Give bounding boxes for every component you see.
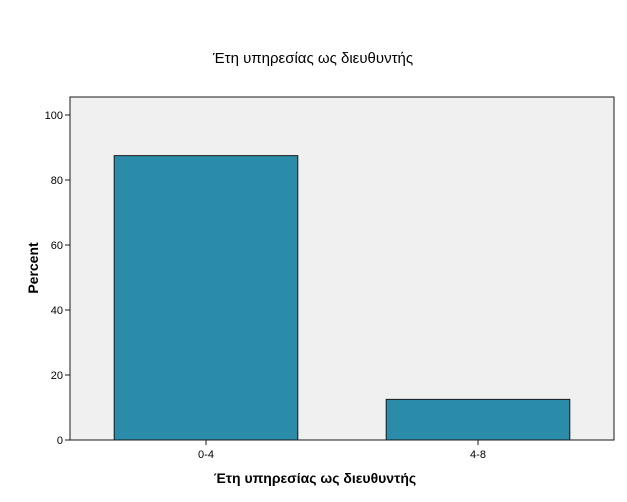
x-axis: 0-4 4-8 — [198, 440, 486, 461]
y-axis-title: Percent — [25, 242, 41, 294]
bar-0-4 — [113, 155, 299, 441]
bar-4-8 — [385, 398, 571, 441]
x-axis-title: Έτη υπηρεσίας ως διευθυντής — [214, 470, 416, 486]
y-tick-label: 60 — [51, 240, 63, 252]
y-axis: 0 20 40 60 80 100 — [45, 110, 70, 447]
x-tick-label: 0-4 — [198, 449, 214, 461]
y-tick-label: 20 — [51, 370, 63, 382]
chart-title: Έτη υπηρεσίας ως διευθυντής — [212, 50, 413, 67]
y-tick-label: 100 — [45, 110, 63, 122]
x-tick-label: 4-8 — [470, 449, 486, 461]
y-tick-label: 0 — [57, 435, 63, 447]
y-tick-label: 80 — [51, 175, 63, 187]
y-tick-label: 40 — [51, 305, 63, 317]
bars-layer — [113, 155, 571, 441]
